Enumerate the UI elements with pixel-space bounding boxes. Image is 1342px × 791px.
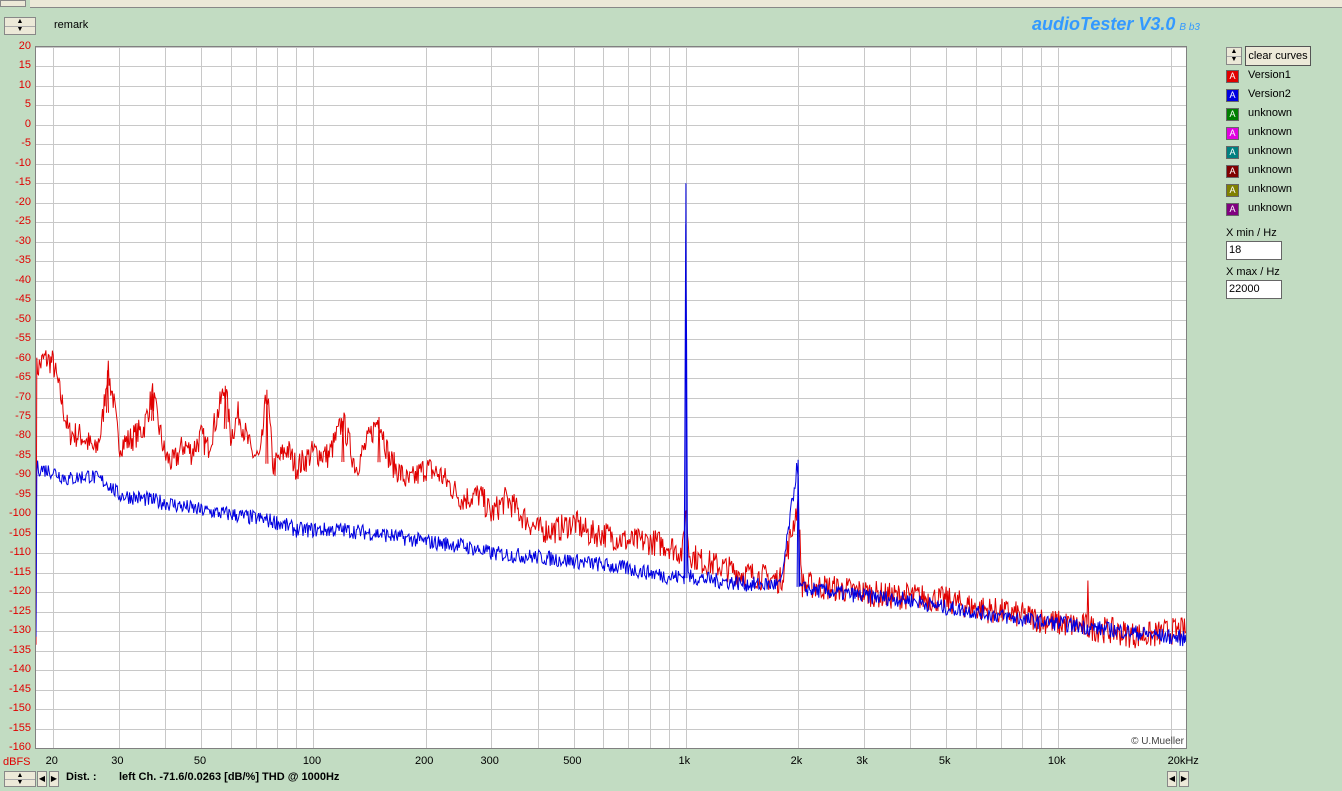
series-line-version1 — [36, 350, 1186, 649]
y-tick-label: -25 — [15, 215, 31, 228]
spin-up-icon[interactable]: ▲ — [5, 772, 35, 780]
y-tick-label: -160 — [8, 741, 31, 753]
legend-label: unknown — [1248, 126, 1293, 138]
copyright-text: © U.Mueller — [1131, 736, 1184, 747]
x-tick-label: 20 — [45, 755, 58, 767]
y-tick-label: -10 — [15, 156, 31, 169]
y-tick-label: -110 — [9, 546, 31, 559]
legend-label: unknown — [1248, 202, 1293, 214]
curve-color-icon[interactable]: A — [1226, 165, 1239, 178]
x-tick-label: 30 — [111, 755, 124, 767]
curve-color-icon[interactable]: A — [1226, 184, 1239, 197]
legend-label: unknown — [1248, 107, 1293, 119]
spin-down-icon[interactable]: ▼ — [1230, 56, 1238, 63]
x-tick-label: 1k — [678, 755, 691, 767]
x-tick-label: 10k — [1047, 755, 1066, 767]
y-tick-label: -125 — [8, 604, 31, 617]
y-tick-label: -120 — [8, 585, 31, 598]
dist-label: Dist. : — [66, 771, 97, 783]
y-tick-label: 5 — [24, 98, 31, 111]
xmin-input[interactable]: 18 — [1226, 241, 1282, 260]
plot-area: © U.Mueller — [35, 46, 1187, 749]
curve-color-icon[interactable]: A — [1226, 70, 1239, 83]
spin-up-icon[interactable]: ▲ — [1227, 48, 1241, 57]
scroll-right-icon[interactable]: ▶ — [49, 771, 59, 787]
y-tick-label: -155 — [8, 721, 31, 734]
status-text: left Ch. -71.6/0.0263 [dB/%] THD @ 1000H… — [119, 771, 340, 783]
curve-spinner[interactable]: ▲ ▼ — [1226, 47, 1242, 65]
app-title: audioTester V3.0 B b3 — [1032, 14, 1200, 35]
x-tick-label: 2k — [790, 755, 803, 767]
y-tick-label: -75 — [15, 409, 31, 422]
legend-label: unknown — [1248, 145, 1293, 157]
clear-curves-button[interactable]: clear curves — [1245, 46, 1311, 66]
y-tick-label: -60 — [15, 351, 31, 364]
scroll-left-icon[interactable]: ◀ — [37, 771, 47, 787]
y-tick-label: -45 — [15, 293, 31, 306]
x-tick-label: 5k — [938, 755, 951, 767]
y-tick-label: -150 — [8, 702, 31, 715]
y-tick-label: -115 — [9, 565, 31, 578]
y-tick-label: -20 — [15, 195, 31, 208]
y-tick-label: -70 — [15, 390, 31, 403]
y-tick-label: -65 — [15, 371, 31, 384]
curve-color-icon[interactable]: A — [1226, 146, 1239, 159]
spin-up-icon[interactable]: ▲ — [5, 18, 35, 27]
y-tick-label: 10 — [18, 78, 31, 91]
x-tick-label: 200 — [414, 755, 434, 767]
curve-color-icon[interactable]: A — [1226, 127, 1239, 140]
remark-label: remark — [54, 19, 89, 31]
remark-spinner[interactable]: ▲ ▼ — [4, 17, 36, 35]
curve-color-icon[interactable]: A — [1226, 203, 1239, 216]
legend-label: unknown — [1248, 164, 1293, 176]
legend-label: unknown — [1248, 183, 1293, 195]
x-tick-label: 50 — [193, 755, 207, 767]
pan-left-icon[interactable]: ◀ — [1167, 771, 1177, 787]
y-tick-label: -5 — [21, 137, 31, 150]
y-tick-label: -95 — [15, 487, 31, 500]
y-tick-label: 0 — [24, 117, 31, 130]
legend-label: Version1 — [1248, 69, 1291, 81]
pan-right-icon[interactable]: ▶ — [1179, 771, 1189, 787]
y-tick-label: -140 — [8, 663, 31, 676]
y-tick-label: -55 — [15, 332, 31, 345]
y-tick-label: 20 — [18, 40, 31, 52]
y-tick-label: 15 — [18, 59, 31, 72]
series-line-version2 — [36, 183, 1186, 647]
y-tick-label: -35 — [15, 254, 31, 267]
y-tick-label: -145 — [8, 682, 31, 695]
y-tick-label: -135 — [8, 643, 31, 656]
legend-label: Version2 — [1248, 88, 1291, 100]
x-tick-label: 20kHz — [1167, 755, 1199, 767]
y-tick-label: -30 — [15, 234, 31, 247]
y-tick-label: -80 — [15, 429, 31, 442]
xmax-label: X max / Hz — [1226, 266, 1280, 278]
top-spin-button[interactable] — [0, 0, 26, 7]
spectrum-chart — [36, 47, 1186, 748]
y-tick-label: -100 — [8, 507, 31, 520]
spin-down-icon[interactable]: ▼ — [16, 779, 24, 786]
y-tick-label: -50 — [15, 312, 31, 325]
x-tick-label: 3k — [856, 755, 868, 767]
curve-color-icon[interactable]: A — [1226, 89, 1239, 102]
y-tick-label: -40 — [15, 273, 31, 286]
top-scrollbar[interactable] — [30, 0, 1342, 8]
app-version: B b3 — [1179, 22, 1200, 33]
x-tick-label: 100 — [302, 755, 322, 767]
curve-color-icon[interactable]: A — [1226, 108, 1239, 121]
dbfs-label: dBFS — [3, 756, 31, 768]
y-tick-label: -105 — [8, 526, 31, 539]
x-tick-label: 500 — [563, 755, 582, 767]
y-tick-label: -85 — [15, 448, 31, 461]
xmin-label: X min / Hz — [1226, 227, 1277, 239]
y-tick-label: -90 — [15, 468, 31, 481]
xmax-input[interactable]: 22000 — [1226, 280, 1282, 299]
x-tick-label: 300 — [480, 755, 499, 767]
footer-spinner[interactable]: ▲ ▼ — [4, 771, 36, 787]
app-title-text: audioTester V3.0 — [1032, 14, 1176, 34]
y-tick-label: -130 — [8, 624, 31, 637]
y-tick-label: -15 — [15, 176, 31, 189]
spin-down-icon[interactable]: ▼ — [16, 26, 24, 33]
